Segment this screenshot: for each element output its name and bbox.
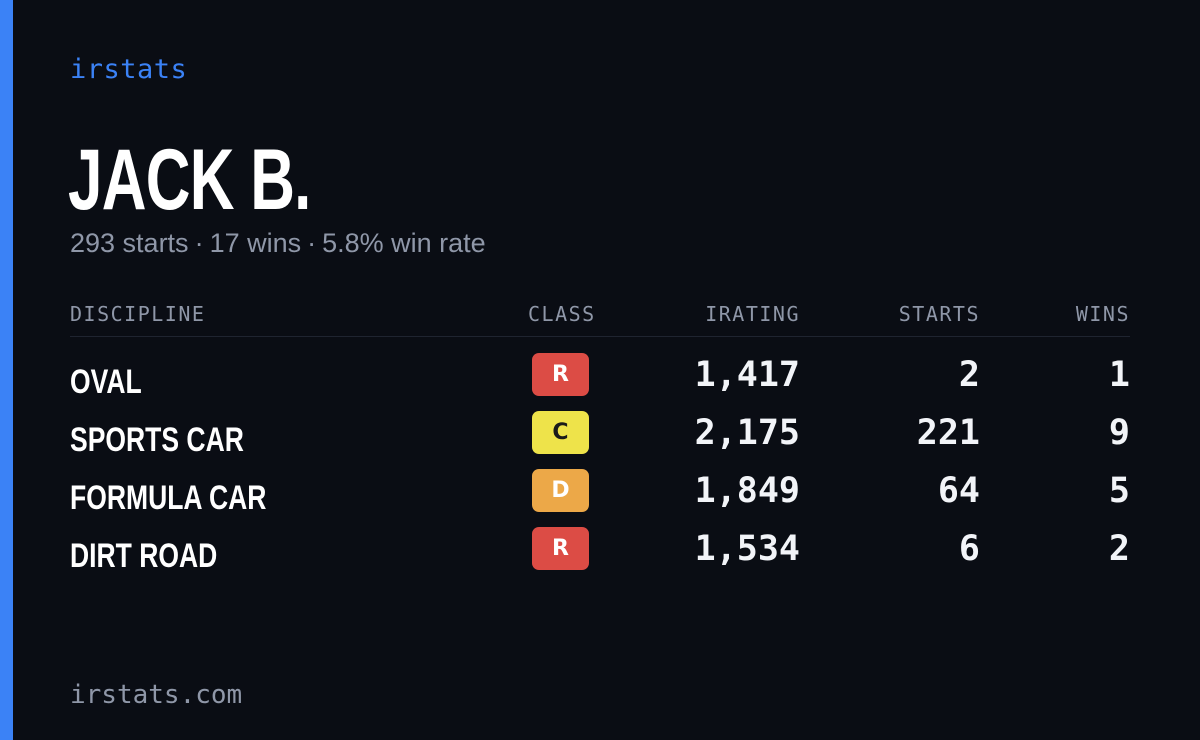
discipline-name: FORMULA CAR — [70, 479, 267, 517]
starts-value: 2 — [958, 355, 980, 395]
irating-value: 1,417 — [694, 355, 800, 395]
wins-value: 9 — [1108, 413, 1130, 453]
accent-bar — [0, 0, 13, 740]
separator: · — [307, 228, 317, 258]
table-row: OVAL R 1,417 2 1 — [70, 353, 1130, 411]
brand-logo: irstats — [70, 54, 188, 85]
discipline-name: DIRT ROAD — [70, 537, 218, 575]
irating-value: 1,849 — [694, 471, 800, 511]
header-irating: IRATING — [705, 302, 800, 326]
wins-summary: 17 wins — [209, 228, 302, 258]
separator: · — [194, 228, 204, 258]
wins-value: 1 — [1108, 355, 1130, 395]
class-badge: R — [532, 353, 589, 396]
header-class: CLASS — [528, 302, 596, 326]
table-header: DISCIPLINE CLASS IRATING STARTS WINS — [70, 298, 1130, 337]
class-badge: D — [532, 469, 589, 512]
irating-value: 1,534 — [694, 529, 800, 569]
header-discipline: DISCIPLINE — [70, 302, 206, 326]
class-badge: C — [532, 411, 589, 454]
discipline-name: SPORTS CAR — [70, 421, 244, 459]
table-row: DIRT ROAD R 1,534 6 2 — [70, 527, 1130, 585]
header-wins: WINS — [1075, 302, 1130, 326]
starts-value: 6 — [958, 529, 980, 569]
table-row: FORMULA CAR D 1,849 64 5 — [70, 469, 1130, 527]
discipline-name: OVAL — [70, 363, 142, 401]
starts-value: 64 — [937, 471, 980, 511]
driver-name: JACK B. — [68, 132, 311, 228]
table-body: OVAL R 1,417 2 1 SPORTS CAR C 2,175 221 … — [70, 353, 1130, 585]
driver-summary: 293 starts · 17 wins · 5.8% win rate — [70, 228, 486, 259]
irating-value: 2,175 — [694, 413, 800, 453]
win-rate-summary: 5.8% win rate — [322, 228, 486, 258]
stats-table: DISCIPLINE CLASS IRATING STARTS WINS OVA… — [70, 298, 1130, 575]
table-row: SPORTS CAR C 2,175 221 9 — [70, 411, 1130, 469]
starts-value: 221 — [916, 413, 980, 453]
class-badge: R — [532, 527, 589, 570]
footer-url: irstats.com — [70, 680, 243, 710]
starts-summary: 293 starts — [70, 228, 189, 258]
wins-value: 2 — [1108, 529, 1130, 569]
wins-value: 5 — [1108, 471, 1130, 511]
header-starts: STARTS — [898, 302, 980, 326]
